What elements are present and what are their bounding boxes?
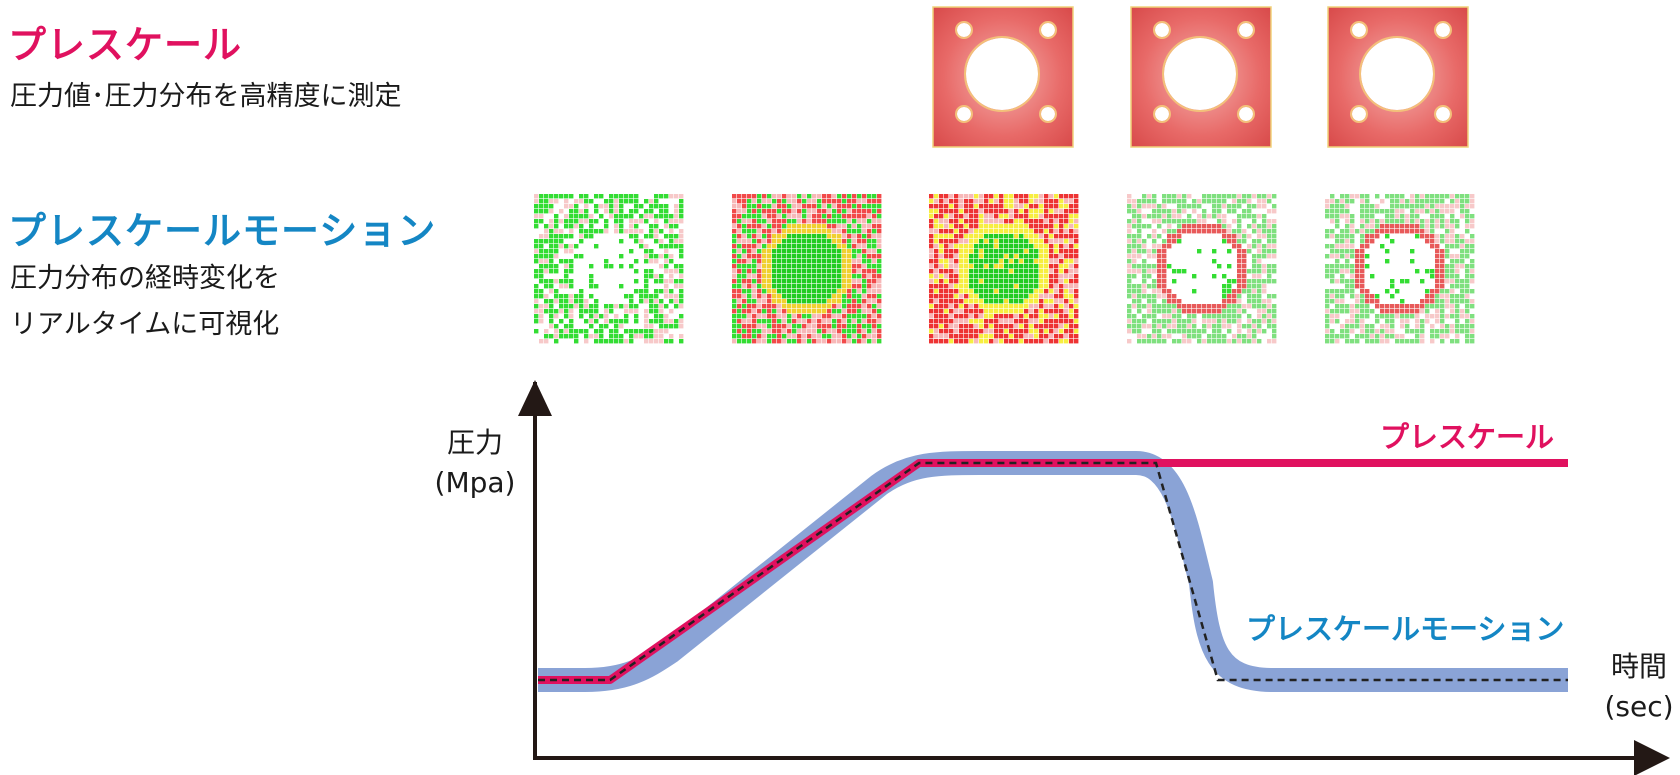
prescale-film-image-3 <box>1325 4 1471 150</box>
series-line-prescale-motion <box>538 461 1568 682</box>
prescale-film-image-2 <box>1128 4 1274 150</box>
prescale-subtitle: 圧力値･圧力分布を高精度に測定 <box>10 81 402 112</box>
x-axis-arrow <box>1634 740 1670 775</box>
x-axis-label-2: (sec) <box>1604 690 1674 723</box>
prescale-motion-subtitle-1: 圧力分布の経時変化を <box>10 263 280 294</box>
prescale-motion-subtitle-2: リアルタイムに可視化 <box>10 309 280 340</box>
motion-heatmap-3 <box>929 194 1079 344</box>
y-axis-label-1: 圧力 <box>446 426 503 459</box>
prescale-film-image-1 <box>930 4 1076 150</box>
legend-prescale-motion: プレスケールモーション <box>1246 612 1565 646</box>
motion-heatmap-2 <box>732 194 882 344</box>
prescale-title: プレスケール <box>8 23 243 67</box>
y-axis-arrow <box>518 380 552 416</box>
legend-prescale: プレスケール <box>1380 420 1555 454</box>
motion-heatmap-5 <box>1325 194 1475 344</box>
motion-heatmap-4 <box>1127 194 1277 344</box>
y-axis-label-2: (Mpa) <box>434 466 516 499</box>
x-axis-label-1: 時間 <box>1610 650 1667 683</box>
motion-heatmap-1 <box>534 194 684 344</box>
prescale-motion-title: プレスケールモーション <box>8 209 437 253</box>
